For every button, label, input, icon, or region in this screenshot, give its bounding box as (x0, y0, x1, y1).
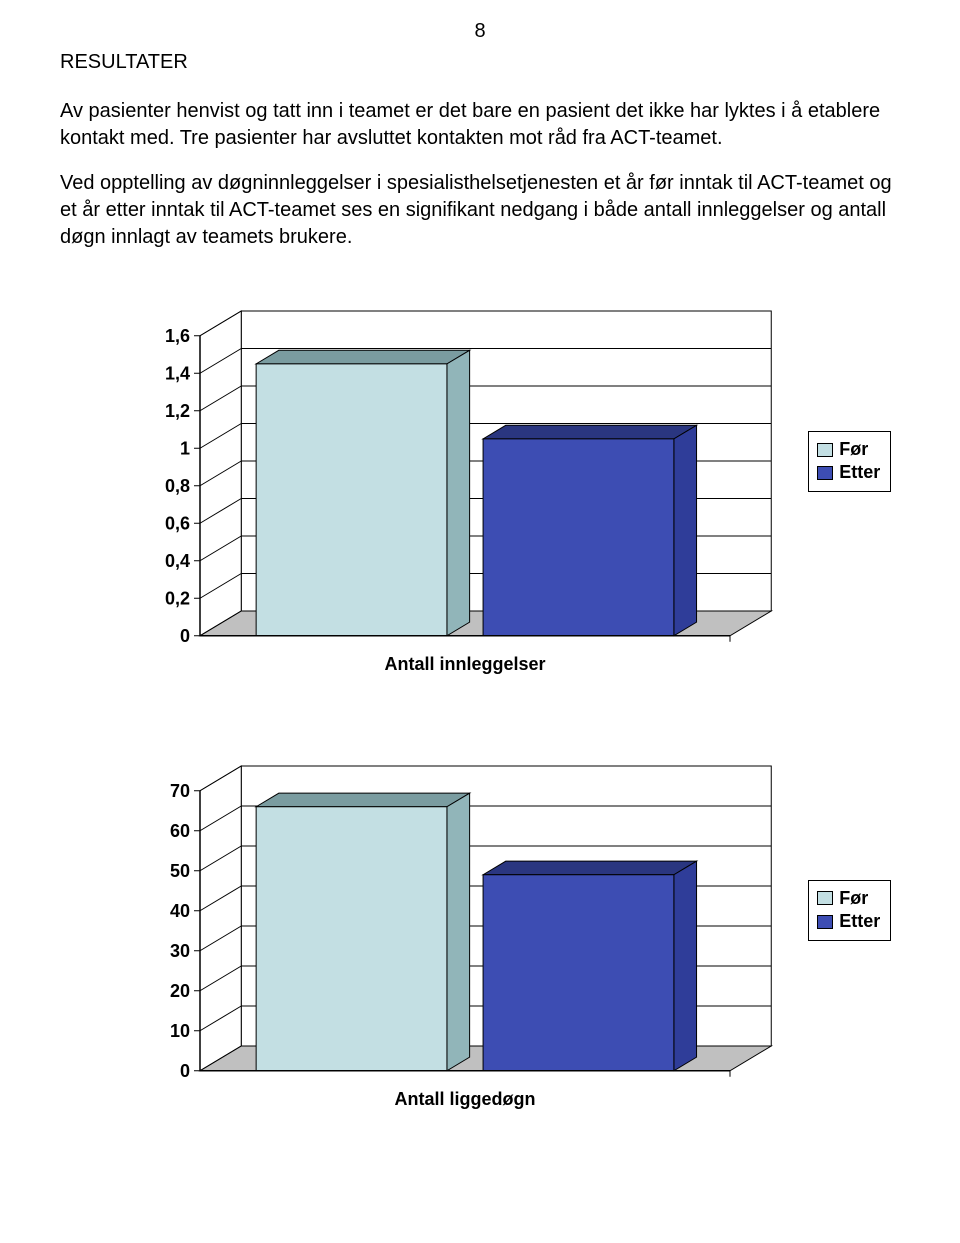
chart-bar-side (447, 350, 470, 635)
chart-tick-label: 20 (170, 981, 190, 1001)
chart-tick-label: 30 (170, 941, 190, 961)
legend-swatch (817, 891, 833, 905)
chart-tick-label: 1,2 (165, 401, 190, 421)
chart-tick-label: 40 (170, 901, 190, 921)
chart-tick-label: 1,6 (165, 326, 190, 346)
chart-tick-label: 10 (170, 1021, 190, 1041)
chart-tick-label: 50 (170, 861, 190, 881)
chart-tick-label: 0,2 (165, 588, 190, 608)
legend-swatch (817, 443, 833, 457)
chart-innleggelser-svg: 0 0,2 0,4 0,6 0,8 1 1,2 1,4 1,6 Antall innleggels… (140, 301, 791, 686)
chart-tick-label: 0 (180, 1061, 190, 1081)
section-heading: RESULTATER (60, 51, 900, 74)
paragraph-1: Av pasienter henvist og tatt inn i teame… (60, 98, 900, 152)
chart-bar-side (674, 861, 697, 1071)
chart-innleggelser: 0 0,2 0,4 0,6 0,8 1 1,2 1,4 1,6 Antall innleggels… (140, 301, 791, 686)
chart-liggedogn: 010203040506070Antall liggedøgn Før Ette… (140, 756, 791, 1121)
legend-item: Etter (817, 461, 880, 484)
chart-tick-label: 0,6 (165, 513, 190, 533)
chart-tick-label: 1 (180, 438, 190, 458)
chart-bar-side (447, 793, 470, 1071)
legend-label: Før (839, 438, 868, 461)
chart-tick-label: 0 (180, 626, 190, 646)
chart-tick-label: 70 (170, 781, 190, 801)
chart-bar-top (483, 861, 696, 875)
page: 8 RESULTATER Av pasienter henvist og tat… (0, 0, 960, 1171)
chart-x-label: Antall liggedøgn (395, 1089, 536, 1109)
chart-tick-label: 0,8 (165, 476, 190, 496)
legend-swatch (817, 466, 833, 480)
legend-item: Før (817, 887, 880, 910)
chart-bar-front (483, 875, 674, 1071)
legend-label: Etter (839, 461, 880, 484)
chart-bar-top (483, 425, 696, 439)
legend-item: Etter (817, 910, 880, 933)
chart-bar-top (256, 793, 469, 807)
chart-bar-top (256, 350, 469, 364)
chart-tick-label: 0,4 (165, 551, 190, 571)
chart-bar-front (256, 807, 447, 1071)
chart-tick-label: 60 (170, 821, 190, 841)
legend-item: Før (817, 438, 880, 461)
chart-bar-front (483, 439, 674, 636)
chart-left-wall (200, 766, 241, 1071)
chart-x-label: Antall innleggelser (384, 654, 545, 674)
legend-label: Før (839, 887, 868, 910)
page-number: 8 (60, 20, 900, 43)
legend-label: Etter (839, 910, 880, 933)
chart-bar-front (256, 364, 447, 636)
chart-legend: Før Etter (808, 880, 891, 941)
chart-tick-label: 1,4 (165, 363, 190, 383)
legend-swatch (817, 915, 833, 929)
chart-legend: Før Etter (808, 431, 891, 492)
paragraph-2: Ved opptelling av døgninnleggelser i spe… (60, 170, 900, 251)
chart-bar-side (674, 425, 697, 635)
chart-liggedogn-svg: 0 10 20 30 40 50 60 70 Antall liggedøgn (140, 756, 791, 1121)
